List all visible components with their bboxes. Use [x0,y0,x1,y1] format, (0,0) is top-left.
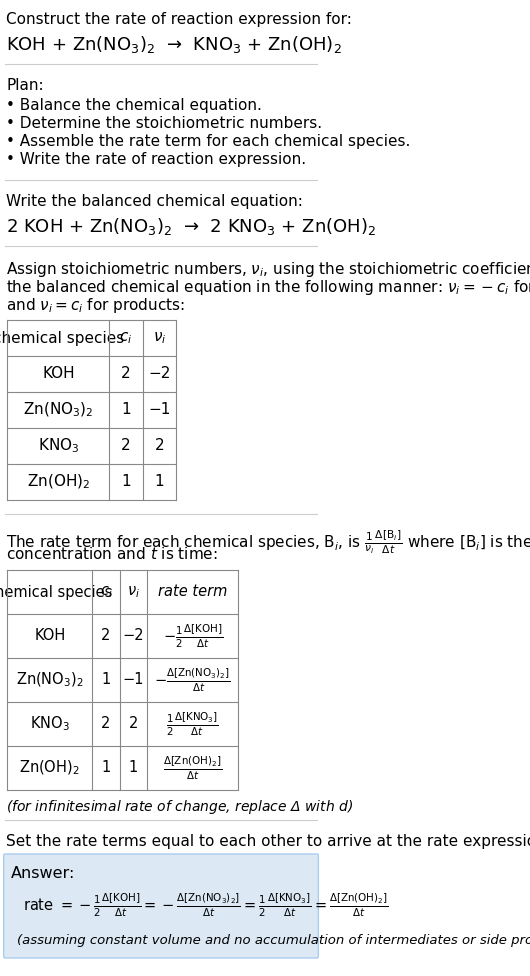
Text: 2 KOH + Zn(NO$_3$)$_2$  →  2 KNO$_3$ + Zn(OH)$_2$: 2 KOH + Zn(NO$_3$)$_2$ → 2 KNO$_3$ + Zn(… [6,216,376,237]
Text: $-\frac{1}{2}\frac{\Delta[\mathrm{KOH}]}{\Delta t}$: $-\frac{1}{2}\frac{\Delta[\mathrm{KOH}]}… [163,623,223,650]
Text: $\frac{1}{2}\frac{\Delta[\mathrm{KNO_3}]}{\Delta t}$: $\frac{1}{2}\frac{\Delta[\mathrm{KNO_3}]… [166,711,219,738]
Text: −1: −1 [122,672,144,687]
Text: rate $= -\frac{1}{2}\frac{\Delta[\mathrm{KOH}]}{\Delta t} = -\frac{\Delta[\mathr: rate $= -\frac{1}{2}\frac{\Delta[\mathrm… [23,892,388,919]
Text: KOH + Zn(NO$_3$)$_2$  →  KNO$_3$ + Zn(OH)$_2$: KOH + Zn(NO$_3$)$_2$ → KNO$_3$ + Zn(OH)$… [6,34,342,55]
Text: 2: 2 [129,716,138,731]
Text: KOH: KOH [42,367,75,382]
Text: • Write the rate of reaction expression.: • Write the rate of reaction expression. [6,152,306,167]
Text: • Determine the stoichiometric numbers.: • Determine the stoichiometric numbers. [6,116,322,131]
Text: $-\frac{\Delta[\mathrm{Zn(NO_3)_2}]}{\Delta t}$: $-\frac{\Delta[\mathrm{Zn(NO_3)_2}]}{\De… [154,667,231,694]
Text: 1: 1 [101,760,111,776]
Text: −1: −1 [148,402,171,418]
Text: Assign stoichiometric numbers, $\nu_i$, using the stoichiometric coefficients, $: Assign stoichiometric numbers, $\nu_i$, … [6,260,530,279]
Text: (for infinitesimal rate of change, replace Δ with $d$): (for infinitesimal rate of change, repla… [6,798,353,816]
Text: Write the balanced chemical equation:: Write the balanced chemical equation: [6,194,303,209]
Text: the balanced chemical equation in the following manner: $\nu_i = -c_i$ for react: the balanced chemical equation in the fo… [6,278,530,297]
Text: Construct the rate of reaction expression for:: Construct the rate of reaction expressio… [6,12,352,27]
Text: 2: 2 [101,716,111,731]
Text: concentration and $t$ is time:: concentration and $t$ is time: [6,546,218,562]
Text: 1: 1 [129,760,138,776]
Text: KNO$_3$: KNO$_3$ [38,436,79,456]
Text: 1: 1 [101,672,111,687]
Text: The rate term for each chemical species, B$_i$, is $\frac{1}{\nu_i}\frac{\Delta[: The rate term for each chemical species,… [6,528,530,555]
Text: (assuming constant volume and no accumulation of intermediates or side products): (assuming constant volume and no accumul… [17,934,530,947]
Text: Zn(OH)$_2$: Zn(OH)$_2$ [20,758,80,777]
Text: 2: 2 [121,367,131,382]
Text: • Balance the chemical equation.: • Balance the chemical equation. [6,98,262,113]
FancyBboxPatch shape [4,854,319,958]
Text: 2: 2 [101,629,111,643]
Text: $\frac{\Delta[\mathrm{Zn(OH)_2}]}{\Delta t}$: $\frac{\Delta[\mathrm{Zn(OH)_2}]}{\Delta… [163,754,222,782]
Text: 1: 1 [155,474,164,490]
Text: 2: 2 [155,438,164,454]
Text: −2: −2 [148,367,171,382]
Text: Zn(NO$_3$)$_2$: Zn(NO$_3$)$_2$ [16,671,84,689]
Text: $c_i$: $c_i$ [119,330,132,346]
Text: chemical species: chemical species [0,331,124,346]
Text: Answer:: Answer: [11,866,75,881]
Text: $c_i$: $c_i$ [100,585,112,600]
Text: $\nu_i$: $\nu_i$ [153,330,166,346]
Text: −2: −2 [122,629,144,643]
Text: chemical species: chemical species [0,585,112,599]
Text: 1: 1 [121,474,131,490]
Text: $\nu_i$: $\nu_i$ [127,585,140,600]
Text: Set the rate terms equal to each other to arrive at the rate expression:: Set the rate terms equal to each other t… [6,834,530,849]
Text: Zn(OH)$_2$: Zn(OH)$_2$ [26,472,90,491]
Text: and $\nu_i = c_i$ for products:: and $\nu_i = c_i$ for products: [6,296,185,315]
Text: KOH: KOH [34,629,65,643]
Text: Plan:: Plan: [6,78,43,93]
Text: Zn(NO$_3$)$_2$: Zn(NO$_3$)$_2$ [23,401,94,420]
Text: • Assemble the rate term for each chemical species.: • Assemble the rate term for each chemic… [6,134,410,149]
Text: rate term: rate term [158,585,227,599]
Text: 1: 1 [121,402,131,418]
Text: KNO$_3$: KNO$_3$ [30,714,70,733]
Text: 2: 2 [121,438,131,454]
